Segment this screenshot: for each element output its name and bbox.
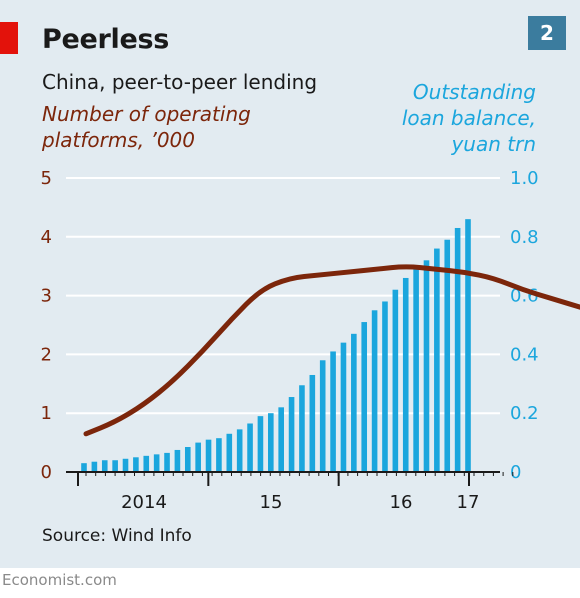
loan-balance-bar [91, 461, 98, 472]
x-tick-label: 17 [457, 492, 480, 513]
loan-balance-bar [351, 333, 357, 472]
left-axis-label: Number of operating platforms, ’000 [42, 101, 282, 153]
loan-balance-bar [288, 397, 295, 472]
loan-balance-bar [184, 447, 191, 472]
left-axis-label-line: Number of operating [42, 102, 251, 126]
left-axis-label-line: platforms, ’000 [42, 128, 195, 152]
loan-balance-bar [81, 463, 87, 472]
left-tick-label: 5 [41, 168, 52, 189]
chart-subtitle: China, peer-to-peer lending [42, 70, 318, 94]
right-axis-label-line: yuan trn [451, 132, 536, 156]
loan-balance-bar [319, 360, 326, 472]
loan-balance-bar [205, 439, 212, 472]
loan-balance-bar [434, 248, 440, 472]
x-tick-label: 15 [260, 492, 283, 513]
platforms-line [83, 264, 580, 437]
chart-number-badge: 2 [528, 16, 566, 50]
loan-balance-bar [382, 301, 388, 472]
loan-balance-bar [174, 449, 181, 472]
footer-credit: Economist.com [2, 571, 117, 589]
source-note: Source: Wind Info [42, 526, 192, 546]
loan-balance-bar [392, 289, 399, 472]
loan-balance-bar [299, 385, 305, 472]
loan-balance-bar [371, 310, 378, 472]
loan-balance-bar [236, 429, 243, 472]
loan-balance-bar [164, 452, 170, 472]
loan-balance-bar [413, 269, 419, 472]
loan-balance-bar [444, 239, 451, 472]
loan-balance-bar [340, 342, 347, 472]
loan-balance-bar [423, 260, 430, 472]
right-tick-label: 1.0 [510, 168, 539, 189]
loan-balance-bar [454, 227, 461, 472]
loan-balance-bar [309, 374, 316, 472]
left-tick-label: 2 [41, 344, 52, 365]
loan-balance-bar [122, 458, 129, 472]
loan-balance-bar [226, 433, 233, 472]
right-tick-label: 0.2 [510, 403, 539, 424]
brand-tab [0, 22, 18, 54]
x-tick-label: 16 [390, 492, 413, 513]
right-tick-label: 0 [510, 462, 521, 483]
left-tick-label: 3 [41, 286, 52, 307]
loan-balance-bar [278, 407, 284, 472]
loan-balance-bar [112, 460, 118, 472]
chart-title: Peerless [42, 24, 170, 55]
loan-balance-bar [101, 460, 108, 472]
loan-balance-bar [133, 457, 139, 472]
loan-balance-bar [465, 219, 471, 472]
loan-balance-bar [257, 416, 264, 472]
loan-balance-bar [143, 455, 150, 472]
right-axis-label-line: Outstanding [412, 80, 536, 104]
right-axis-label: Outstanding loan balance, yuan trn [336, 79, 536, 157]
loan-balance-bar [361, 322, 368, 472]
left-tick-label: 4 [41, 227, 52, 248]
loan-balance-bar [153, 454, 160, 472]
loan-balance-bar [247, 423, 253, 472]
right-axis-label-line: loan balance, [401, 106, 536, 130]
x-tick-label: 2014 [121, 492, 167, 513]
loan-balance-bar [402, 277, 409, 472]
left-tick-label: 1 [41, 403, 52, 424]
right-tick-label: 0.4 [510, 344, 539, 365]
right-tick-label: 0.8 [510, 227, 539, 248]
loan-balance-bar [330, 351, 336, 472]
loan-balance-bar [268, 413, 274, 472]
loan-balance-bar [216, 438, 222, 472]
loan-balance-bar [195, 442, 201, 472]
left-tick-label: 0 [41, 462, 52, 483]
